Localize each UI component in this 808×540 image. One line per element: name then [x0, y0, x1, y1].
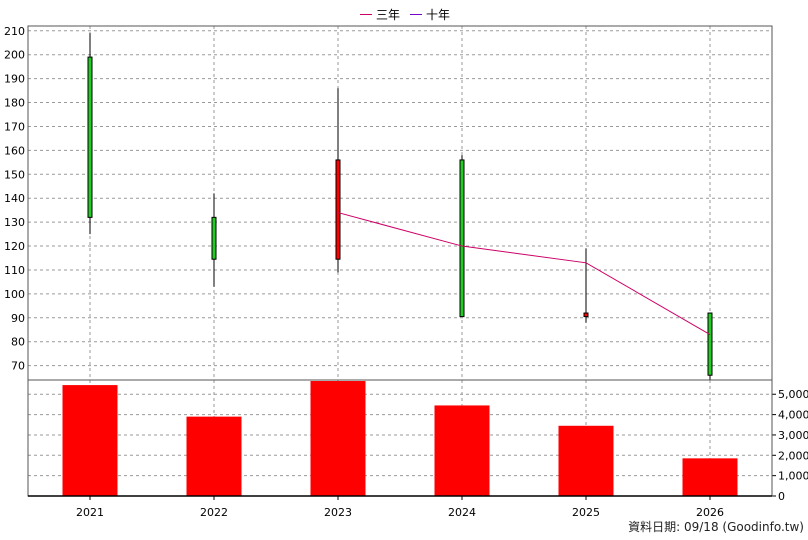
x-axis-tick-label: 2021: [76, 506, 104, 519]
candle-body: [583, 312, 589, 318]
volume-bar: [62, 385, 118, 496]
x-axis-tick-label: 2026: [696, 506, 724, 519]
price-axis-tick-label: 140: [4, 192, 25, 205]
volume-bar: [558, 425, 614, 496]
candle-body: [87, 56, 93, 218]
candle-body: [707, 312, 713, 376]
series-line-3yr: [337, 212, 711, 335]
price-axis-tick-label: 210: [4, 25, 25, 38]
legend-item-10yr[interactable]: 十年: [410, 6, 450, 23]
candle-body: [459, 159, 465, 318]
price-axis-tick-label: 180: [4, 97, 25, 110]
candle-body: [211, 216, 217, 260]
price-axis-tick-label: 120: [4, 240, 25, 253]
volume-bar: [186, 416, 242, 496]
x-axis-tick-label: 2025: [572, 506, 600, 519]
volume-axis-tick-label: 0: [778, 490, 785, 503]
price-axis-tick-label: 70: [11, 360, 25, 373]
price-axis-tick-label: 110: [4, 264, 25, 277]
legend-swatch-10yr: [410, 13, 423, 15]
legend-label-10yr: 十年: [426, 7, 451, 22]
volume-axis-tick-label: 2,000: [778, 449, 808, 462]
x-axis-tick-label: 2022: [200, 506, 228, 519]
x-axis-tick-label: 2023: [324, 506, 352, 519]
candle-body: [335, 159, 341, 260]
price-axis-tick-label: 80: [11, 336, 25, 349]
volume-axis-tick-label: 4,000: [778, 409, 808, 422]
legend-swatch-3yr: [360, 13, 372, 15]
price-axis-tick-label: 150: [4, 168, 25, 181]
legend-item-3yr[interactable]: 三年: [360, 6, 400, 23]
price-axis-tick-label: 190: [4, 73, 25, 86]
legend: 三年 十年: [360, 6, 450, 22]
plot-frame: [27, 25, 773, 497]
volume-axis-tick-label: 3,000: [778, 429, 808, 442]
volume-bar: [434, 405, 490, 496]
x-axis-tick-label: 2024: [448, 506, 476, 519]
price-axis-tick-label: 130: [4, 216, 25, 229]
price-axis-tick-label: 170: [4, 120, 25, 133]
price-axis-tick-label: 160: [4, 144, 25, 157]
volume-axis-tick-label: 1,000: [778, 470, 808, 483]
volume-bar: [682, 458, 738, 496]
data-date-footer: 資料日期: 09/18 (Goodinfo.tw): [628, 520, 804, 534]
price-axis-tick-label: 100: [4, 288, 25, 301]
volume-axis-tick-label: 5,000: [778, 388, 808, 401]
legend-label-3yr: 三年: [376, 7, 401, 22]
price-axis-tick-label: 200: [4, 49, 25, 62]
price-axis-tick-label: 90: [11, 312, 25, 325]
volume-bar: [310, 381, 366, 496]
